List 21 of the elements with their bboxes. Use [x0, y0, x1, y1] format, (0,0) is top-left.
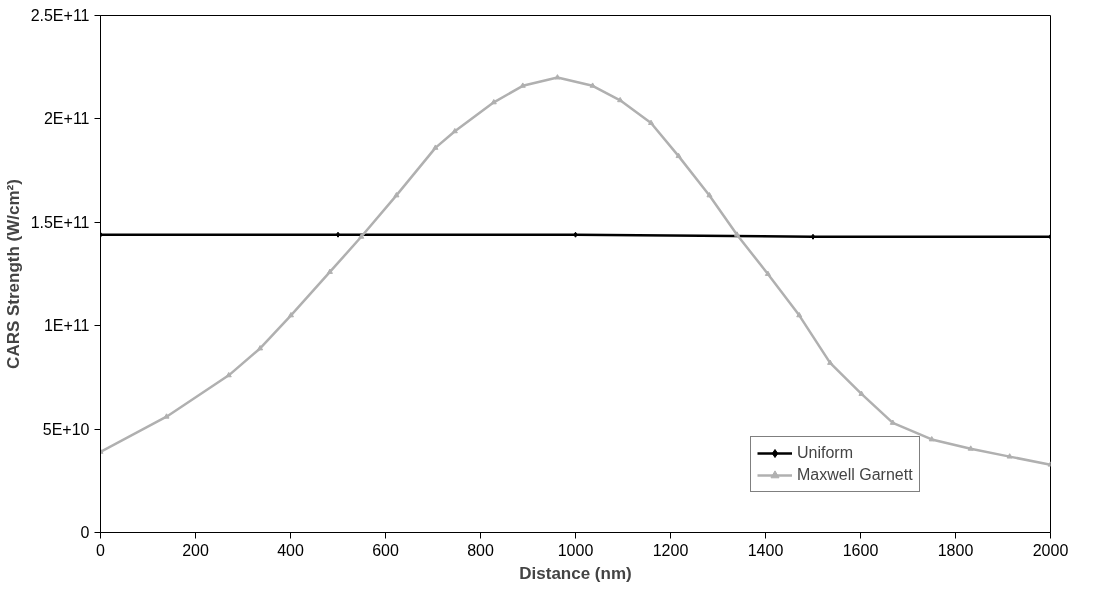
y-tick-label: 5E+10 [42, 420, 90, 438]
x-tick-label: 1200 [652, 541, 689, 559]
x-tick-label: 0 [96, 541, 106, 559]
x-tick-label: 1400 [747, 541, 784, 559]
x-tick-label: 1000 [557, 541, 594, 559]
legend-label: Uniform [797, 444, 854, 462]
y-tick-label: 1.5E+11 [30, 213, 90, 231]
x-tick-label: 2000 [1032, 541, 1069, 559]
x-tick-label: 1800 [937, 541, 974, 559]
y-axis-title: CARS Strength (W/cm²) [3, 179, 23, 369]
x-tick-label: 400 [277, 541, 304, 559]
x-tick-label: 200 [182, 541, 209, 559]
x-tick-label: 800 [467, 541, 494, 559]
y-tick-label: 2E+11 [43, 110, 90, 128]
y-tick-label: 1E+11 [43, 317, 90, 335]
x-tick-label: 600 [372, 541, 399, 559]
legend-label: Maxwell Garnett [797, 466, 913, 484]
y-tick-label: 0 [80, 524, 90, 541]
x-axis-title: Distance (nm) [519, 563, 632, 583]
x-tick-label: 1600 [842, 541, 879, 559]
y-tick-label: 2.5E+11 [30, 7, 90, 24]
